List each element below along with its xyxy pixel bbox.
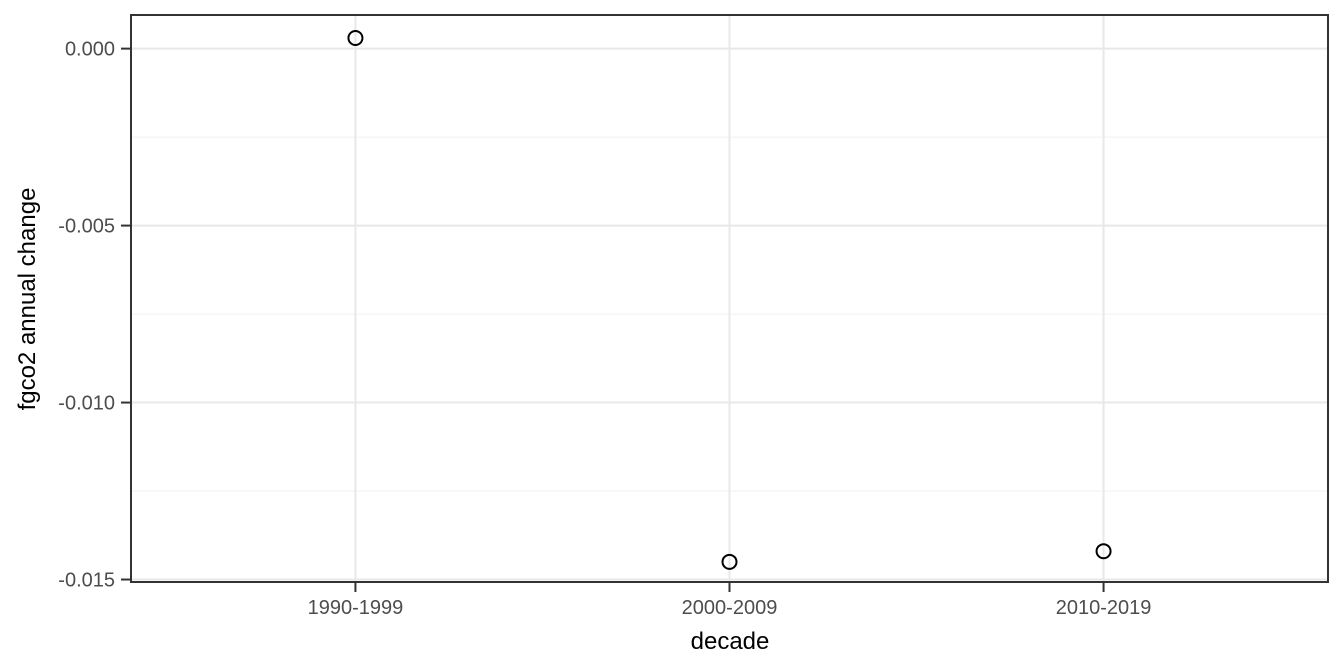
data-point — [347, 30, 364, 47]
data-point — [1095, 543, 1112, 560]
y-tick-label: 0.000 — [65, 39, 115, 61]
x-tick-label: 2010-2019 — [1056, 597, 1152, 619]
y-tick-label: -0.015 — [58, 570, 115, 592]
x-axis-title: decade — [690, 628, 770, 655]
y-tick-label: -0.005 — [58, 216, 115, 238]
y-tick-label: -0.010 — [58, 393, 115, 415]
y-axis-title: fgco2 annual change — [14, 187, 41, 411]
data-point — [721, 553, 738, 570]
x-tick-label: 2000-2009 — [682, 597, 778, 619]
x-tick-label: 1990-1999 — [308, 597, 404, 619]
